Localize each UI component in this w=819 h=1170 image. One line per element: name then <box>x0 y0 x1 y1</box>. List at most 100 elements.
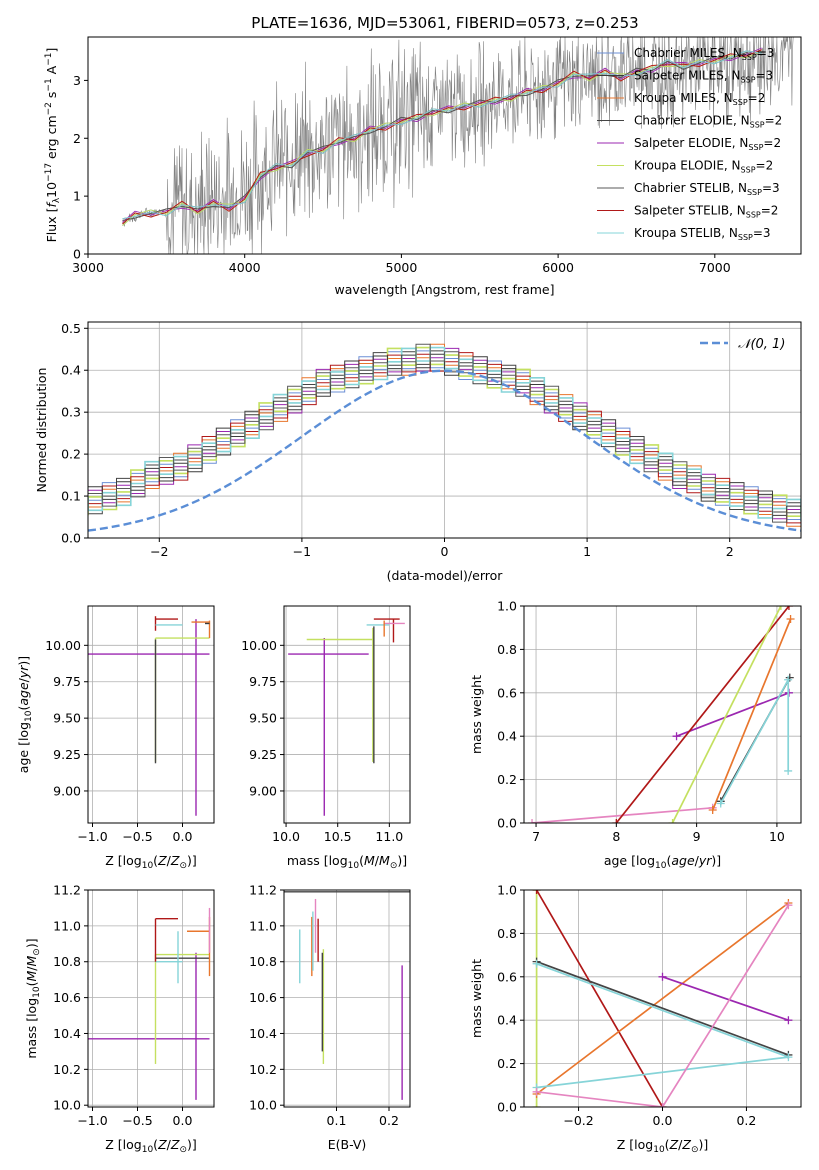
y-axis-label: Flux [fλ10−17 erg cm−2 s−1 A−1] <box>44 48 62 243</box>
plot-area <box>288 618 405 816</box>
y-tick-label: 9.75 <box>249 674 277 689</box>
weight-vs-metallicity-panel: −0.2 0.0 0.2 0.0 0.2 0.4 0.6 0.8 1.0 mass weight Z… <box>469 883 802 1155</box>
axes-frame <box>283 889 411 1108</box>
plot-area <box>88 343 801 532</box>
legend-label: Salpeter ELODIE, NSSP=2 <box>634 136 781 152</box>
y-tick-label: 0.2 <box>61 447 81 462</box>
x-tick-label: −1 <box>293 544 311 559</box>
weight-line-pink <box>536 904 790 1107</box>
x-tick-label: 3000 <box>72 260 104 275</box>
y-tick-label: 0.4 <box>61 363 81 378</box>
x-axis-label: age [log10(age/yr)] <box>604 853 721 871</box>
weight-point-marker <box>658 972 667 981</box>
y-tick-label: 0.6 <box>497 685 517 700</box>
y-tick-label: 1.0 <box>497 883 517 898</box>
weight-point-marker <box>708 805 717 814</box>
y-tick-label: 0.1 <box>61 489 81 504</box>
weight-point-marker <box>672 732 681 741</box>
x-axis-label: Z [log10(Z/Z⊙)] <box>617 1137 709 1155</box>
y-tick-label: 0 <box>73 247 81 262</box>
figure-title: PLATE=1636, MJD=53061, FIBERID=0573, z=0… <box>251 14 638 32</box>
y-tick-label: 10.00 <box>241 638 277 653</box>
axes-frame <box>87 889 215 1108</box>
axes-frame <box>87 605 215 824</box>
y-tick-label: 10.4 <box>249 1026 277 1041</box>
x-tick-label: 0.0 <box>173 829 193 844</box>
y-tick-label: 0.5 <box>61 321 81 336</box>
y-tick-label: 10.8 <box>249 954 277 969</box>
weight-vs-age-panel: 7 8 9 10 0.0 0.2 0.4 0.6 0.8 1.0 mass weight age [l… <box>469 599 802 871</box>
y-tick-label: 10.6 <box>249 990 277 1005</box>
weight-point-marker <box>784 766 793 775</box>
legend-label: Kroupa ELODIE, NSSP=2 <box>634 159 773 175</box>
y-axis-label: mass weight <box>469 675 484 754</box>
legend-label: Salpeter STELIB, NSSP=2 <box>634 204 778 220</box>
weight-point-marker <box>532 1103 541 1107</box>
weight-point-marker <box>776 606 785 610</box>
y-tick-label: 11.2 <box>53 883 81 898</box>
weight-point-marker <box>528 819 537 823</box>
x-axis-label: (data-model)/error <box>387 568 504 583</box>
normal-curve <box>88 369 801 532</box>
x-axis-label: E(B-V) <box>328 1137 367 1152</box>
histogram-chabrier-stelib <box>88 343 801 523</box>
y-tick-label: 11.2 <box>249 883 277 898</box>
y-axis-label: age [log10(age/yr)] <box>16 656 34 773</box>
y-tick-label: 0.4 <box>497 729 517 744</box>
x-tick-label: 0 <box>441 544 449 559</box>
weight-point-marker <box>658 1103 667 1107</box>
axes-frame <box>283 605 411 824</box>
weight-line-salpeter-elodie <box>676 692 790 737</box>
model-line-salpeter-stelib <box>122 49 762 225</box>
legend-label: Salpeter MILES, NSSP=3 <box>634 69 773 85</box>
legend-label: 𝒩(0, 1) <box>738 337 785 352</box>
x-tick-label: 10.5 <box>324 829 352 844</box>
weight-point-marker <box>786 615 795 624</box>
model-line-kroupa-stelib <box>122 50 762 220</box>
x-tick-label: 8 <box>612 829 620 844</box>
weight-line-salpeter-stelib <box>535 890 664 1107</box>
plot-area <box>532 890 793 1107</box>
x-tick-label: 0.0 <box>173 1113 193 1128</box>
weight-line-salpeter-elodie <box>662 975 789 1022</box>
histogram-salpeter-miles <box>88 353 801 528</box>
x-tick-label: −0.2 <box>563 1113 593 1128</box>
y-tick-label: 0.4 <box>497 1013 517 1028</box>
x-tick-label: 6000 <box>542 260 574 275</box>
x-tick-label: 10 <box>769 829 785 844</box>
weight-point-marker <box>784 675 793 684</box>
x-tick-label: 0.2 <box>736 1113 756 1128</box>
y-tick-label: 0.0 <box>497 816 517 831</box>
y-tick-label: 11.0 <box>53 918 81 933</box>
y-tick-label: 10.4 <box>53 1026 81 1041</box>
y-tick-label: 10.6 <box>53 990 81 1005</box>
weight-point-marker <box>784 1016 793 1025</box>
y-tick-label: 11.0 <box>249 918 277 933</box>
weight-point-marker <box>716 799 725 808</box>
weight-point-marker <box>532 959 541 968</box>
y-tick-label: 0.2 <box>497 772 517 787</box>
y-tick-label: 9.50 <box>249 711 277 726</box>
weight-line-kroupa-miles <box>536 902 789 1095</box>
weight-point-marker <box>784 901 793 910</box>
x-axis-label: wavelength [Angstrom, rest frame] <box>334 282 554 297</box>
weight-line-chabrier-elodie <box>536 960 789 1056</box>
plot-area <box>284 891 410 1100</box>
y-tick-label: 10.2 <box>249 1062 277 1077</box>
weight-line-salpeter-stelib <box>615 606 790 823</box>
y-tick-label: 10.0 <box>249 1098 277 1113</box>
x-tick-label: 0.2 <box>379 1113 399 1128</box>
x-tick-label: −1.0 <box>77 1113 107 1128</box>
y-tick-label: 9.50 <box>53 711 81 726</box>
x-tick-label: 5000 <box>386 260 418 275</box>
weight-point-marker <box>784 606 793 610</box>
plot-area <box>122 37 794 254</box>
y-tick-label: 10.2 <box>53 1062 81 1077</box>
x-tick-label: −0.5 <box>122 1113 152 1128</box>
y-tick-label: 1.0 <box>497 599 517 614</box>
x-axis-label: Z [log10(Z/Z⊙)] <box>105 853 197 871</box>
plot-area <box>88 907 211 1100</box>
y-tick-label: 3 <box>73 73 81 88</box>
y-axis-label: Normed distribution <box>34 368 49 493</box>
